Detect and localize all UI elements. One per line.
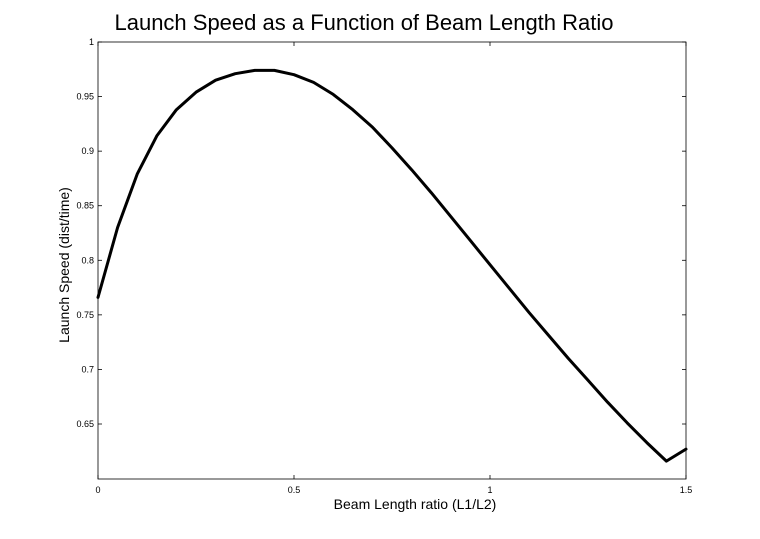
series-line <box>96 68 688 463</box>
y-tick-label: 0.9 <box>81 146 94 156</box>
x-axis-ticks: 0 0.5 1 1.5 <box>95 42 692 495</box>
x-tick-label: 0 <box>95 485 100 495</box>
y-tick-label: 0.8 <box>81 255 94 265</box>
x-tick-label: 0.5 <box>288 485 301 495</box>
y-tick-label: 1 <box>89 37 94 47</box>
x-tick-label: 1.5 <box>680 485 693 495</box>
y-axis-ticks: 0.65 0.7 0.75 0.8 0.85 0.9 0.95 1 <box>76 37 686 429</box>
y-tick-label: 0.65 <box>76 419 94 429</box>
y-tick-label: 0.75 <box>76 310 94 320</box>
x-axis-label: Beam Length ratio (L1/L2) <box>334 496 497 512</box>
chart-title: Launch Speed as a Function of Beam Lengt… <box>114 10 613 35</box>
y-tick-label: 0.7 <box>81 364 94 374</box>
y-tick-label: 0.85 <box>76 201 94 211</box>
y-axis-label: Launch Speed (dist/time) <box>56 187 72 343</box>
x-tick-label: 1 <box>487 485 492 495</box>
plot-area-frame <box>97 41 687 480</box>
y-tick-label: 0.95 <box>76 92 94 102</box>
